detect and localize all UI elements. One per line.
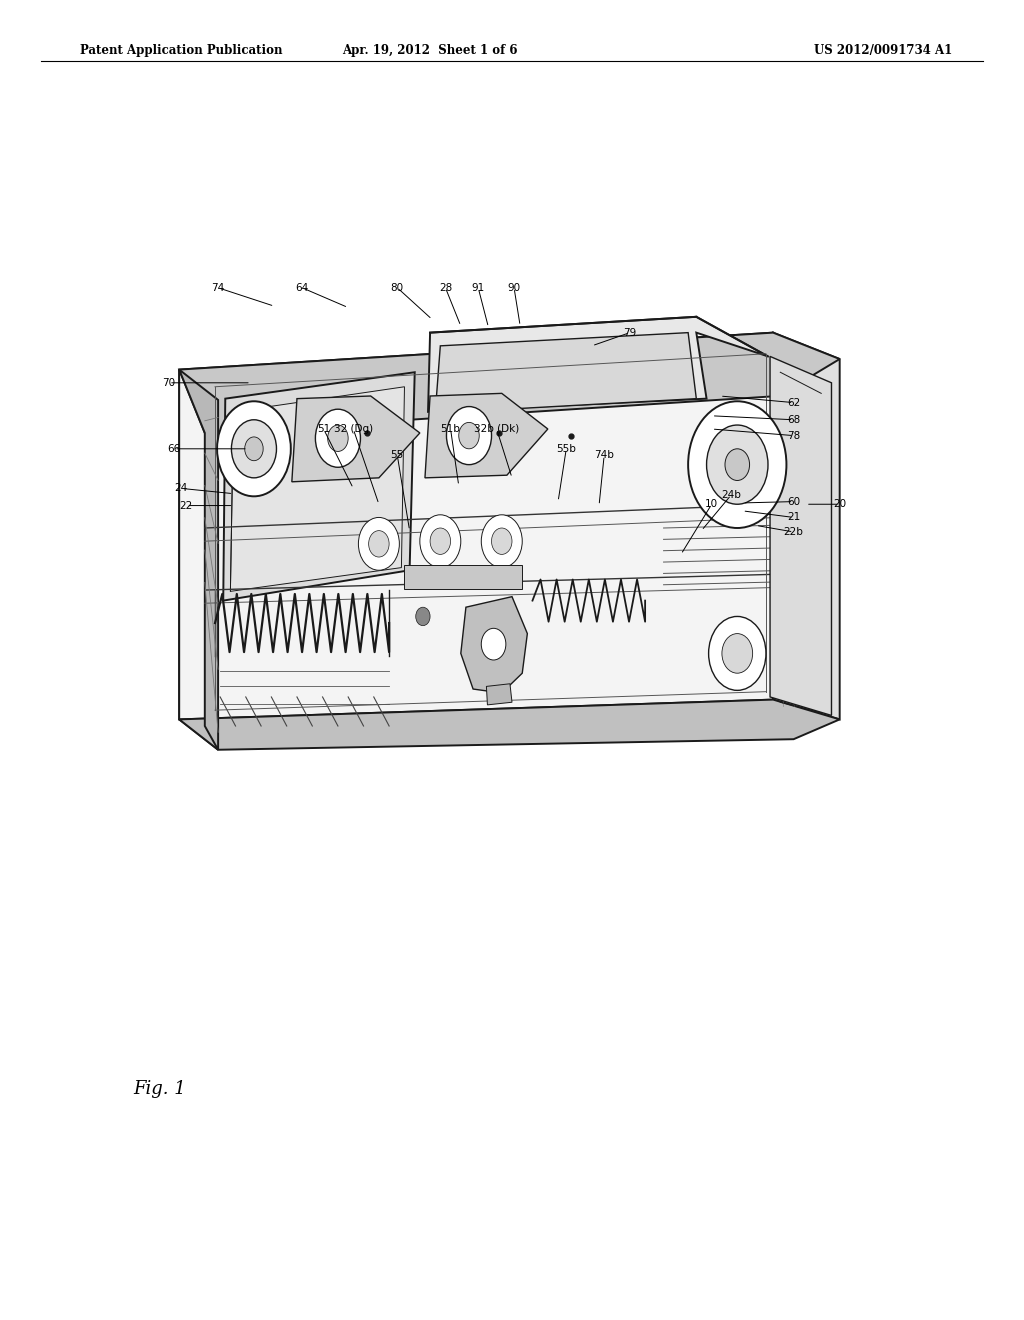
Circle shape	[492, 528, 512, 554]
Circle shape	[481, 515, 522, 568]
Text: Patent Application Publication: Patent Application Publication	[80, 44, 283, 57]
Text: Apr. 19, 2012  Sheet 1 of 6: Apr. 19, 2012 Sheet 1 of 6	[342, 44, 518, 57]
Circle shape	[430, 528, 451, 554]
Text: 91: 91	[472, 282, 484, 293]
Polygon shape	[486, 684, 512, 705]
Text: 64: 64	[296, 282, 308, 293]
Text: 70: 70	[163, 378, 175, 388]
Circle shape	[688, 401, 786, 528]
Polygon shape	[770, 356, 831, 715]
FancyBboxPatch shape	[404, 565, 522, 589]
Text: 22: 22	[180, 500, 193, 511]
Text: 55: 55	[391, 450, 403, 461]
Polygon shape	[179, 370, 218, 750]
Polygon shape	[461, 597, 527, 693]
Polygon shape	[292, 396, 420, 482]
Text: 10: 10	[706, 499, 718, 510]
Circle shape	[725, 449, 750, 480]
Polygon shape	[435, 333, 696, 413]
Text: 24: 24	[175, 483, 187, 494]
Polygon shape	[179, 370, 218, 750]
Circle shape	[446, 407, 492, 465]
Text: 60: 60	[787, 496, 800, 507]
Circle shape	[217, 401, 291, 496]
Polygon shape	[179, 333, 773, 719]
Circle shape	[481, 628, 506, 660]
Polygon shape	[223, 372, 415, 601]
Circle shape	[420, 515, 461, 568]
Circle shape	[722, 634, 753, 673]
Text: 74b: 74b	[594, 450, 614, 461]
Circle shape	[328, 425, 348, 451]
Text: 79: 79	[624, 327, 636, 338]
Text: 80: 80	[391, 282, 403, 293]
Text: 51b: 51b	[440, 424, 461, 434]
Circle shape	[315, 409, 360, 467]
Text: 78: 78	[787, 430, 800, 441]
Circle shape	[459, 422, 479, 449]
Circle shape	[245, 437, 263, 461]
Polygon shape	[773, 333, 840, 719]
Polygon shape	[230, 387, 404, 591]
Text: 28: 28	[439, 282, 452, 293]
Text: 32b (Dk): 32b (Dk)	[474, 424, 519, 434]
Text: 20: 20	[834, 499, 846, 510]
Polygon shape	[425, 393, 548, 478]
Text: US 2012/0091734 A1: US 2012/0091734 A1	[814, 44, 952, 57]
Text: 55b: 55b	[556, 444, 577, 454]
Polygon shape	[179, 700, 840, 750]
Circle shape	[231, 420, 276, 478]
Text: Fig. 1: Fig. 1	[133, 1080, 186, 1098]
Circle shape	[358, 517, 399, 570]
Text: 21: 21	[787, 512, 800, 523]
Circle shape	[416, 607, 430, 626]
Text: 22b: 22b	[783, 527, 804, 537]
Polygon shape	[179, 333, 840, 433]
Text: 68: 68	[787, 414, 800, 425]
Text: 62: 62	[787, 397, 800, 408]
Text: 32 (Dg): 32 (Dg)	[334, 424, 373, 434]
Circle shape	[707, 425, 768, 504]
Polygon shape	[428, 317, 768, 412]
Text: 24b: 24b	[721, 490, 741, 500]
Text: 51: 51	[317, 424, 330, 434]
Text: 66: 66	[168, 444, 180, 454]
Circle shape	[709, 616, 766, 690]
Text: 90: 90	[508, 282, 520, 293]
Circle shape	[369, 531, 389, 557]
Text: 74: 74	[212, 282, 224, 293]
